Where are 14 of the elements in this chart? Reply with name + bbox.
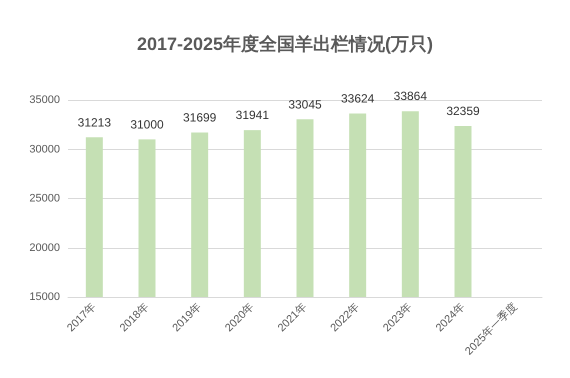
y-tick-label: 35000	[29, 94, 60, 106]
y-tick-label: 20000	[29, 242, 60, 254]
y-tick-label: 15000	[29, 291, 60, 303]
data-label: 33045	[288, 97, 322, 112]
data-label: 32359	[446, 104, 480, 118]
y-tick-label: 25000	[29, 192, 60, 204]
y-tick-label: 30000	[29, 143, 60, 156]
data-label: 31000	[130, 117, 164, 132]
chart-title: 2017-2025年度全国羊出栏情况(万只)	[136, 34, 434, 54]
data-label: 31699	[182, 110, 217, 125]
data-label: 33864	[394, 89, 428, 104]
data-label: 31941	[236, 108, 270, 122]
data-label: 33624	[340, 92, 375, 106]
data-label: 31213	[78, 115, 112, 130]
